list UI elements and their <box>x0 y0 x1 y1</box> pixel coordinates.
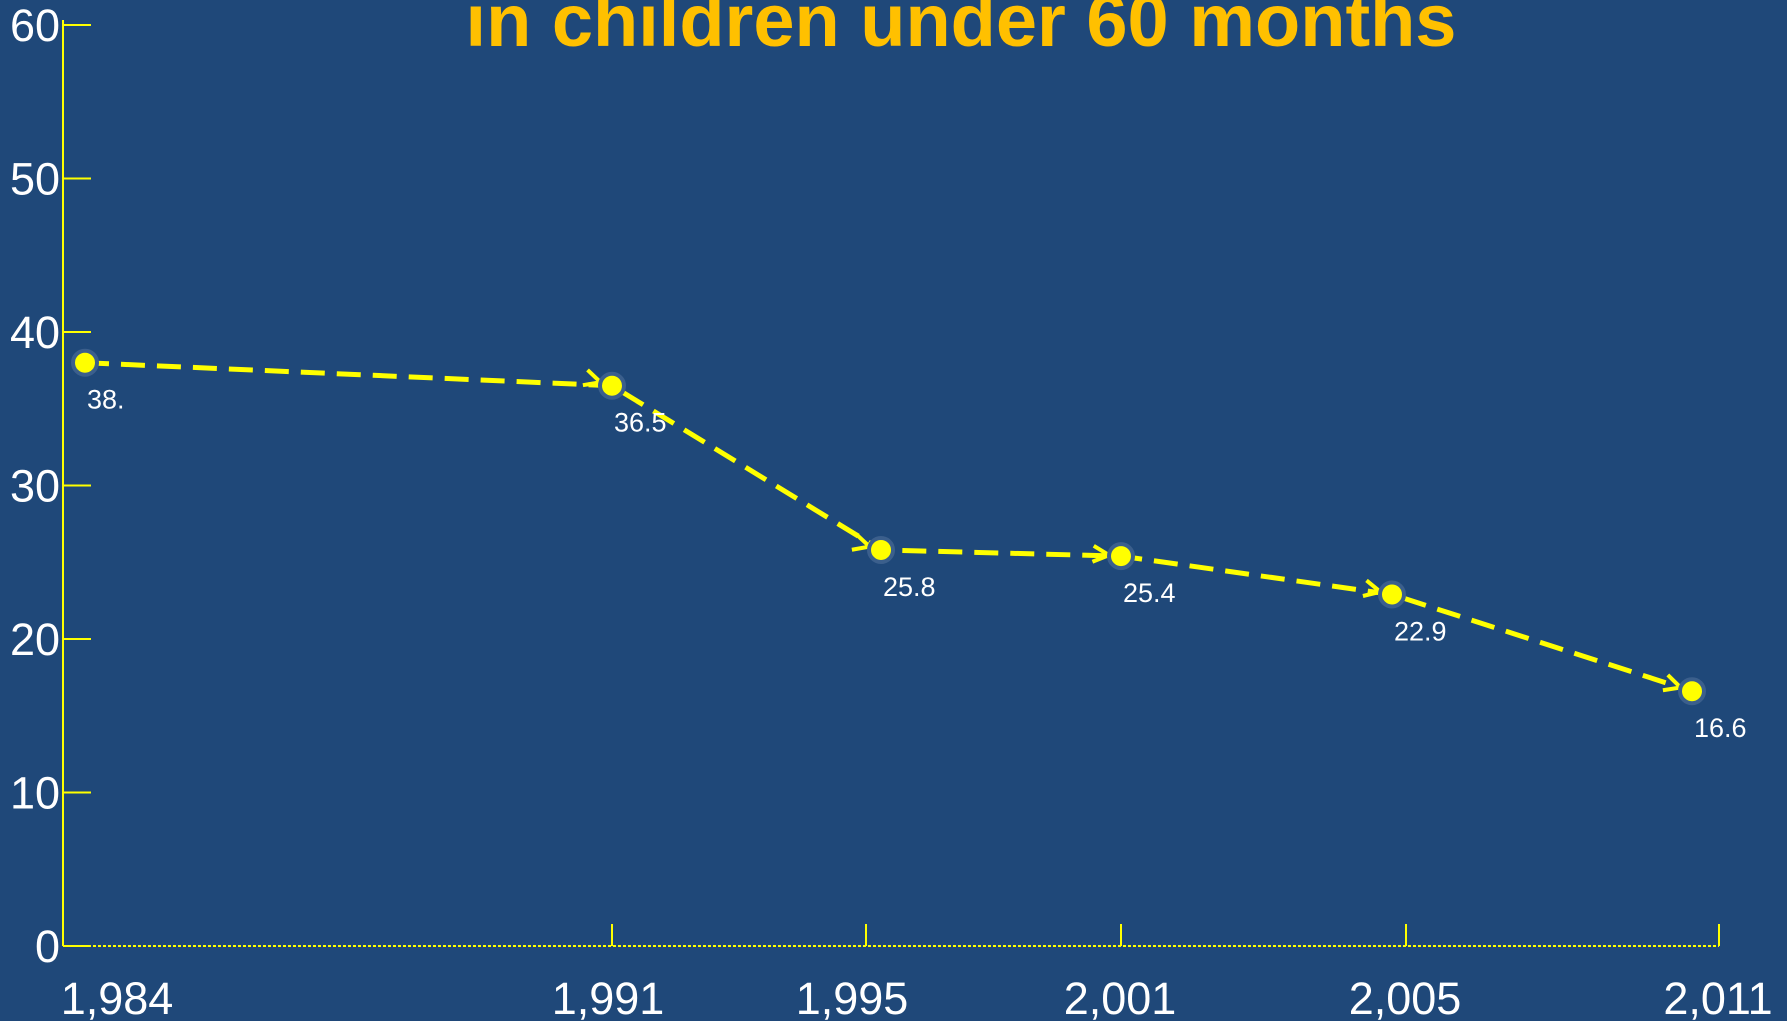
chart-title: in children under 60 months <box>466 0 1457 62</box>
x-tick-label: 1,991 <box>552 973 665 1021</box>
value-label: 16.6 <box>1694 713 1747 743</box>
y-tick-label: 40 <box>10 307 60 358</box>
y-tick-label: 50 <box>10 154 60 205</box>
data-point <box>1378 580 1406 609</box>
data-point <box>1678 677 1706 706</box>
x-tick-label: 1,995 <box>796 973 909 1021</box>
value-label: 25.8 <box>883 572 936 602</box>
data-point <box>598 371 626 400</box>
value-label: 38. <box>87 385 125 415</box>
value-label: 22.9 <box>1394 616 1447 646</box>
y-tick-label: 20 <box>10 614 60 665</box>
y-tick-label: 0 <box>35 921 60 972</box>
data-line <box>84 360 1693 694</box>
y-tick-label: 30 <box>10 461 60 512</box>
x-tick-label: 2,005 <box>1349 973 1462 1021</box>
data-point <box>71 348 99 377</box>
value-label: 25.4 <box>1123 578 1176 608</box>
x-tick-label: 2,011 <box>1663 973 1772 1021</box>
x-tick-label: 2,001 <box>1064 973 1177 1021</box>
value-label: 36.5 <box>614 408 667 438</box>
data-point <box>1107 542 1135 571</box>
y-tick-label: 10 <box>10 768 60 819</box>
y-tick-label: 60 <box>10 0 60 51</box>
data-point <box>867 535 895 564</box>
x-tick-label: 1,984 <box>61 973 174 1021</box>
